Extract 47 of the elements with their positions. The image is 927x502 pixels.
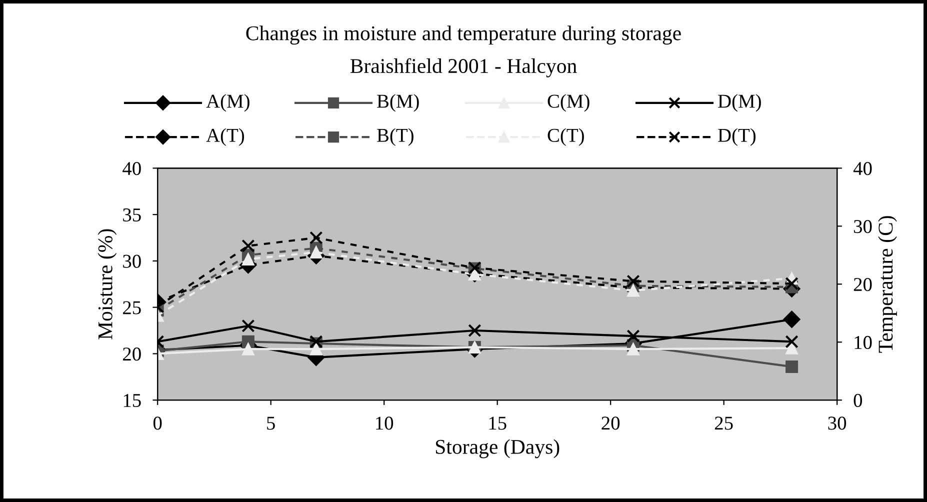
chart-title: Changes in moisture and temperature during storage: [246, 26, 681, 45]
point: [310, 231, 323, 244]
y-tick-label: 20: [123, 348, 141, 361]
y2-tick-label: 30: [854, 220, 872, 234]
y-tick-label: 25: [123, 301, 141, 314]
legend-label: C(M): [548, 94, 590, 112]
legend-label: B(M): [377, 94, 419, 112]
chart-subtitle: Braishfield 2001 - Halcyon: [350, 58, 577, 78]
point: [785, 276, 798, 290]
y2-tick-label: 20: [854, 278, 872, 292]
y-tick-label: 30: [123, 254, 141, 268]
point: [242, 342, 254, 356]
point: [785, 335, 798, 348]
y-tick-label: 15: [124, 394, 141, 408]
point: [786, 342, 798, 354]
y2-tick-label: 40: [853, 162, 872, 176]
x-tick-label: 10: [376, 416, 394, 430]
y2-tick-label: 0: [854, 394, 862, 408]
point: [468, 268, 481, 281]
legend-label: D(M): [718, 94, 761, 112]
point: [242, 319, 255, 332]
y-tick-label: 40: [122, 162, 141, 176]
x-tick-label: 15: [489, 416, 506, 430]
point: [310, 246, 322, 258]
legend-label: B(T): [377, 128, 414, 146]
x-tick-label: 5: [267, 416, 275, 430]
point: [626, 342, 640, 356]
legend-label: C(T): [548, 128, 584, 146]
x-axis-title: Storage (Days): [436, 439, 560, 458]
point: [786, 360, 798, 373]
y2-tick-label: 10: [854, 336, 872, 350]
point: [468, 324, 482, 338]
x-tick-label: 25: [714, 416, 733, 430]
point: [626, 329, 640, 343]
point: [242, 252, 254, 266]
y2-axis-title: Temperature (C): [878, 216, 897, 353]
y-axis-title: Moisture (%): [98, 229, 117, 340]
point: [242, 239, 255, 252]
x-tick-label: 30: [828, 416, 846, 430]
legend-label: A(M): [206, 94, 250, 112]
x-tick-label: 0: [153, 416, 162, 430]
x-tick-label: 20: [602, 416, 620, 430]
legend-label: A(T): [206, 128, 244, 146]
y-tick-label: 35: [123, 208, 141, 222]
legend-label: D(T): [718, 128, 756, 146]
point: [310, 342, 322, 356]
point: [783, 310, 800, 328]
